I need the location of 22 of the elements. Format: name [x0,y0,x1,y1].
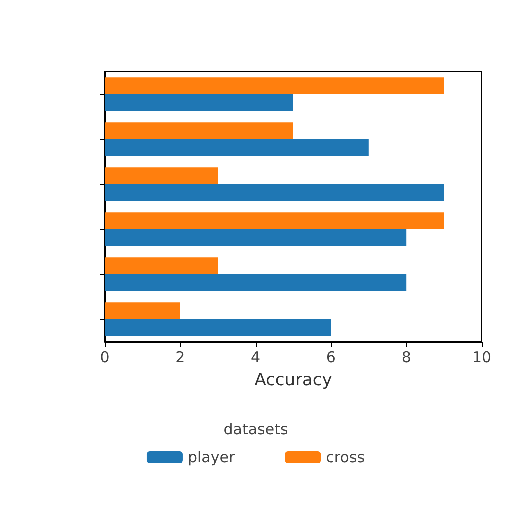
bar [105,320,332,336]
legend-label: cross [326,448,366,466]
x-tick-label: 0 [100,348,110,366]
x-axis-title: Accuracy [254,370,332,390]
bar [105,122,294,140]
x-tick-label: 10 [472,348,492,366]
bar [105,78,444,94]
bar [105,274,407,292]
bar [105,302,180,320]
bar [105,212,444,230]
bar [105,230,407,246]
bar [105,140,369,156]
bar [105,168,218,184]
bar [105,184,444,202]
legend-title: datasets [224,420,288,438]
x-tick-label: 6 [326,348,336,366]
bar [105,258,218,274]
bar [105,94,294,112]
x-tick-label: 8 [402,348,412,366]
x-tick-label: 4 [251,348,261,366]
x-tick-label: 2 [176,348,186,366]
legend-label: player [188,448,236,466]
